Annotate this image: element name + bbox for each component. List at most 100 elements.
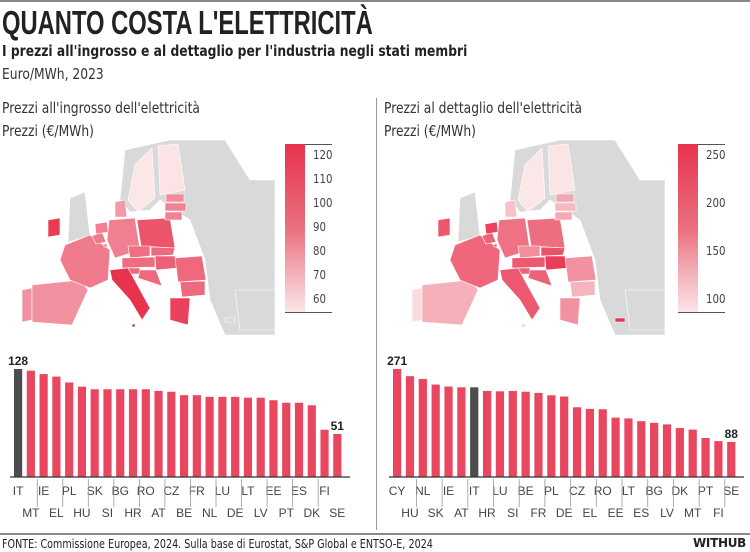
legend-tick-label: 70 [313, 268, 326, 282]
map-country-hu [154, 255, 179, 271]
x-tick-label: NL [202, 506, 218, 520]
map-country-lu [103, 243, 108, 248]
bar-el [585, 408, 595, 477]
map-country-es [421, 279, 479, 326]
x-tick-label: EE [608, 506, 624, 520]
bar-si [103, 389, 112, 477]
legend-tick-label: 150 [706, 244, 726, 259]
map-country-ro [564, 255, 597, 283]
map-country-lv [164, 202, 187, 212]
bar-se [333, 433, 342, 477]
legend-tick-label: 250 [706, 147, 726, 162]
bar-be [521, 391, 530, 477]
map-country-at [511, 256, 546, 269]
bar-ie [39, 374, 48, 477]
map-nodata-region [624, 289, 666, 331]
map-country-ie [437, 217, 451, 238]
x-tick-label: FR [530, 506, 546, 520]
map-nodata-region [457, 191, 481, 243]
x-tick-label: FR [189, 484, 205, 498]
map-country-ee [555, 193, 575, 203]
x-tick-label: LT [622, 484, 636, 498]
map-country-nl [94, 221, 109, 235]
x-tick-label: DE [556, 506, 573, 520]
data-label: 88 [725, 427, 739, 441]
bar-ro [141, 389, 150, 477]
x-tick-label: PL [62, 484, 77, 498]
map-country-cz [517, 245, 541, 259]
bar-si [508, 390, 517, 477]
legend-tick-label: 100 [313, 196, 333, 210]
bar-mt [688, 429, 697, 477]
map-country-bg [569, 280, 596, 298]
x-tick-label: EL [49, 506, 64, 520]
map-nodata-region [67, 191, 91, 243]
map-country-cy [224, 317, 236, 323]
x-tick-label: EL [583, 506, 598, 520]
bar-bg [650, 422, 659, 477]
brand-logo: WITHUB [692, 536, 746, 550]
top-rule [0, 0, 750, 2]
map-country-bg [179, 280, 206, 298]
bar-cz [167, 391, 176, 477]
panel-divider [376, 98, 377, 530]
bar-ee [611, 417, 620, 477]
x-tick-label: LV [660, 506, 674, 520]
bar-lu [495, 391, 505, 477]
bar-lv [256, 397, 265, 477]
x-tick-label: SE [723, 484, 739, 498]
x-tick-label: RO [594, 484, 612, 498]
bar-pl [547, 395, 556, 477]
right-panel-title: Prezzi al dettaglio dell'elettricità [384, 99, 583, 117]
x-tick-label: ES [633, 506, 649, 520]
x-tick-label: MT [22, 506, 40, 520]
bar-fi [714, 441, 723, 477]
bar-dk [307, 405, 316, 477]
legend-tick-label: 60 [313, 292, 326, 306]
map-nodata-region [119, 140, 276, 336]
bar-fr [534, 392, 543, 477]
x-tick-label: RO [137, 484, 155, 498]
x-tick-label: ES [291, 484, 307, 498]
map-country-ee [165, 193, 185, 203]
x-tick-label: BE [518, 484, 534, 498]
x-tick-label: FI [319, 484, 330, 498]
x-tick-label: SE [329, 506, 345, 520]
map-country-lu [493, 243, 498, 248]
map-country-se [127, 147, 156, 213]
map-country-sk [540, 246, 566, 257]
map-country-el [169, 297, 191, 326]
map-country-es [31, 279, 89, 326]
bar-lv [662, 424, 672, 477]
x-tick-label: IT [469, 484, 480, 498]
bar-se [727, 441, 736, 477]
bar-hr [128, 389, 138, 477]
bar-lu [218, 396, 227, 477]
source-note: FONTE: Commissione Europea, 2024. Sulla … [2, 537, 433, 551]
bar-el [52, 376, 61, 477]
legend-gradient [285, 144, 305, 312]
x-tick-label: LU [215, 484, 230, 498]
left-panel-title: Prezzi all'ingrosso dell'elettricità [2, 99, 200, 117]
map-country-el [559, 297, 581, 326]
bar-hr [482, 390, 492, 477]
map-country-cy [614, 317, 626, 323]
bar-pt [282, 402, 291, 477]
x-tick-label: PL [544, 484, 559, 498]
bar-nl [205, 396, 214, 477]
bar-es [294, 402, 304, 477]
left-panel-ylabel: Prezzi (€/MWh) [2, 122, 94, 140]
retail-map [411, 140, 666, 336]
x-tick-label: HR [124, 506, 142, 520]
map-country-it [109, 267, 151, 321]
data-label: 271 [387, 354, 407, 368]
map-country-ro [174, 255, 207, 283]
page-title: QUANTO COSTA L'ELETTRICITÀ [2, 4, 373, 41]
legend-top-line [678, 144, 725, 145]
map-country-hr [137, 269, 163, 287]
subtitle: I prezzi all'ingrosso e al dettaglio per… [2, 42, 468, 60]
x-tick-label: EE [265, 484, 281, 498]
x-tick-label: LU [492, 484, 507, 498]
footer-rule [0, 533, 750, 535]
